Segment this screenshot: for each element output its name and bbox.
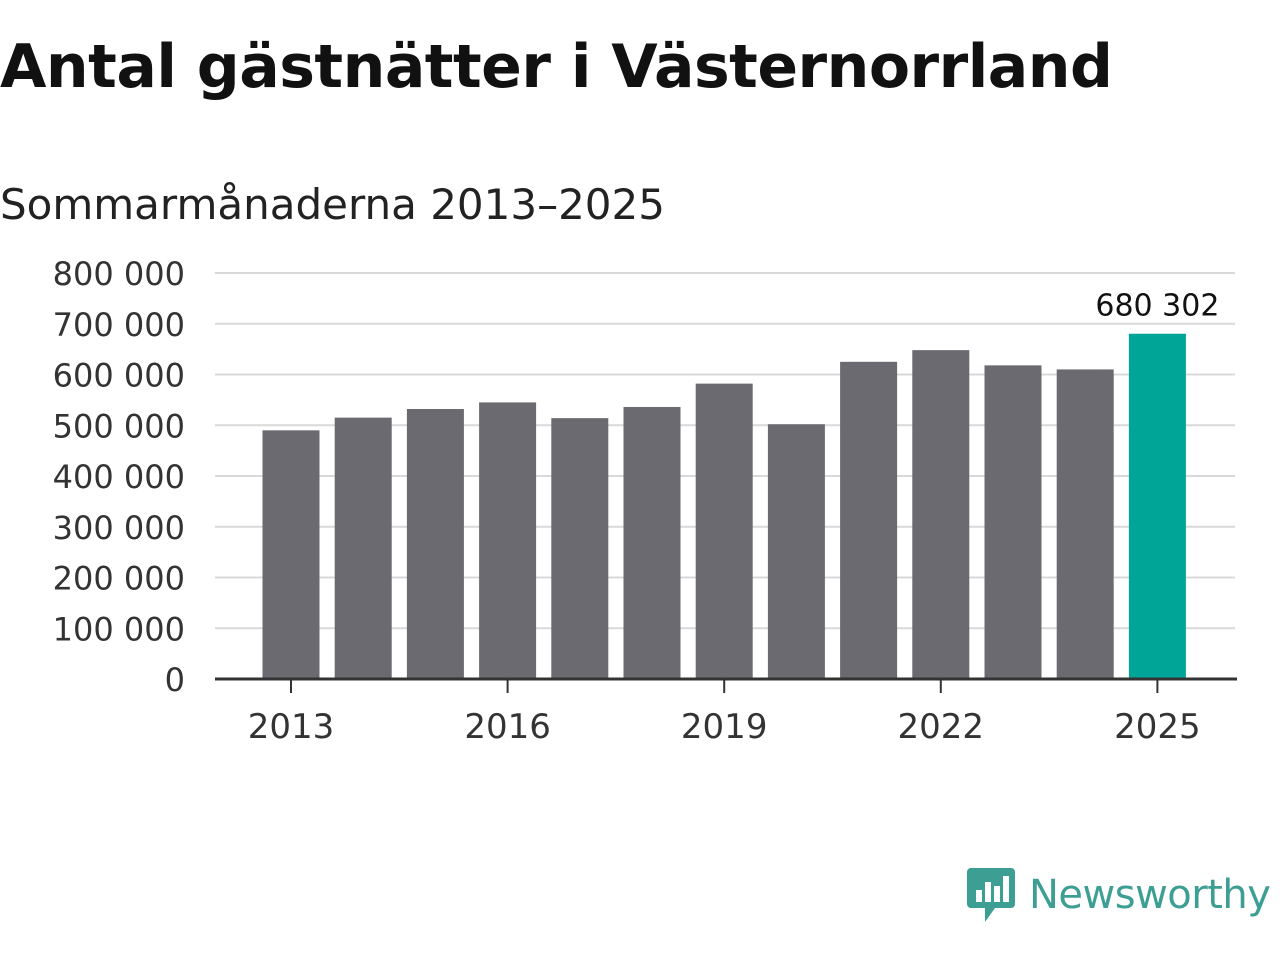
x-tick-label: 2019 [681, 707, 768, 747]
bar [695, 383, 753, 679]
bar [840, 361, 898, 679]
chart-title: Antal gästnätter i Västernorrland [0, 32, 1113, 102]
bar [479, 402, 537, 679]
y-tick-label: 400 000 [53, 458, 185, 496]
y-tick-label: 800 000 [53, 255, 185, 293]
x-tick-label: 2013 [248, 707, 335, 747]
bar [1056, 369, 1114, 679]
data-label: 680 302 [1095, 289, 1219, 324]
bar [551, 418, 609, 679]
bar [406, 409, 464, 679]
bar [767, 424, 825, 679]
bar [334, 417, 392, 679]
y-tick-label: 500 000 [53, 407, 185, 445]
x-tick-label: 2025 [1114, 707, 1201, 747]
y-tick-label: 600 000 [53, 357, 185, 395]
bar [262, 430, 320, 679]
brand-name: Newsworthy [1029, 872, 1271, 918]
bar [623, 406, 681, 679]
bar [1128, 333, 1186, 679]
x-tick-label: 2022 [898, 707, 985, 747]
y-tick-label: 0 [165, 661, 185, 699]
newsworthy-logo-icon [967, 868, 1015, 922]
y-tick-label: 200 000 [53, 560, 185, 598]
brand-logo: Newsworthy [965, 864, 1271, 926]
bar [984, 365, 1042, 679]
x-tick-label: 2016 [464, 707, 551, 747]
y-tick-label: 100 000 [53, 610, 185, 648]
y-tick-label: 700 000 [53, 306, 185, 344]
y-tick-label: 300 000 [53, 509, 185, 547]
chart-subtitle: Sommarmånaderna 2013–2025 [0, 180, 665, 229]
bar [912, 350, 970, 679]
